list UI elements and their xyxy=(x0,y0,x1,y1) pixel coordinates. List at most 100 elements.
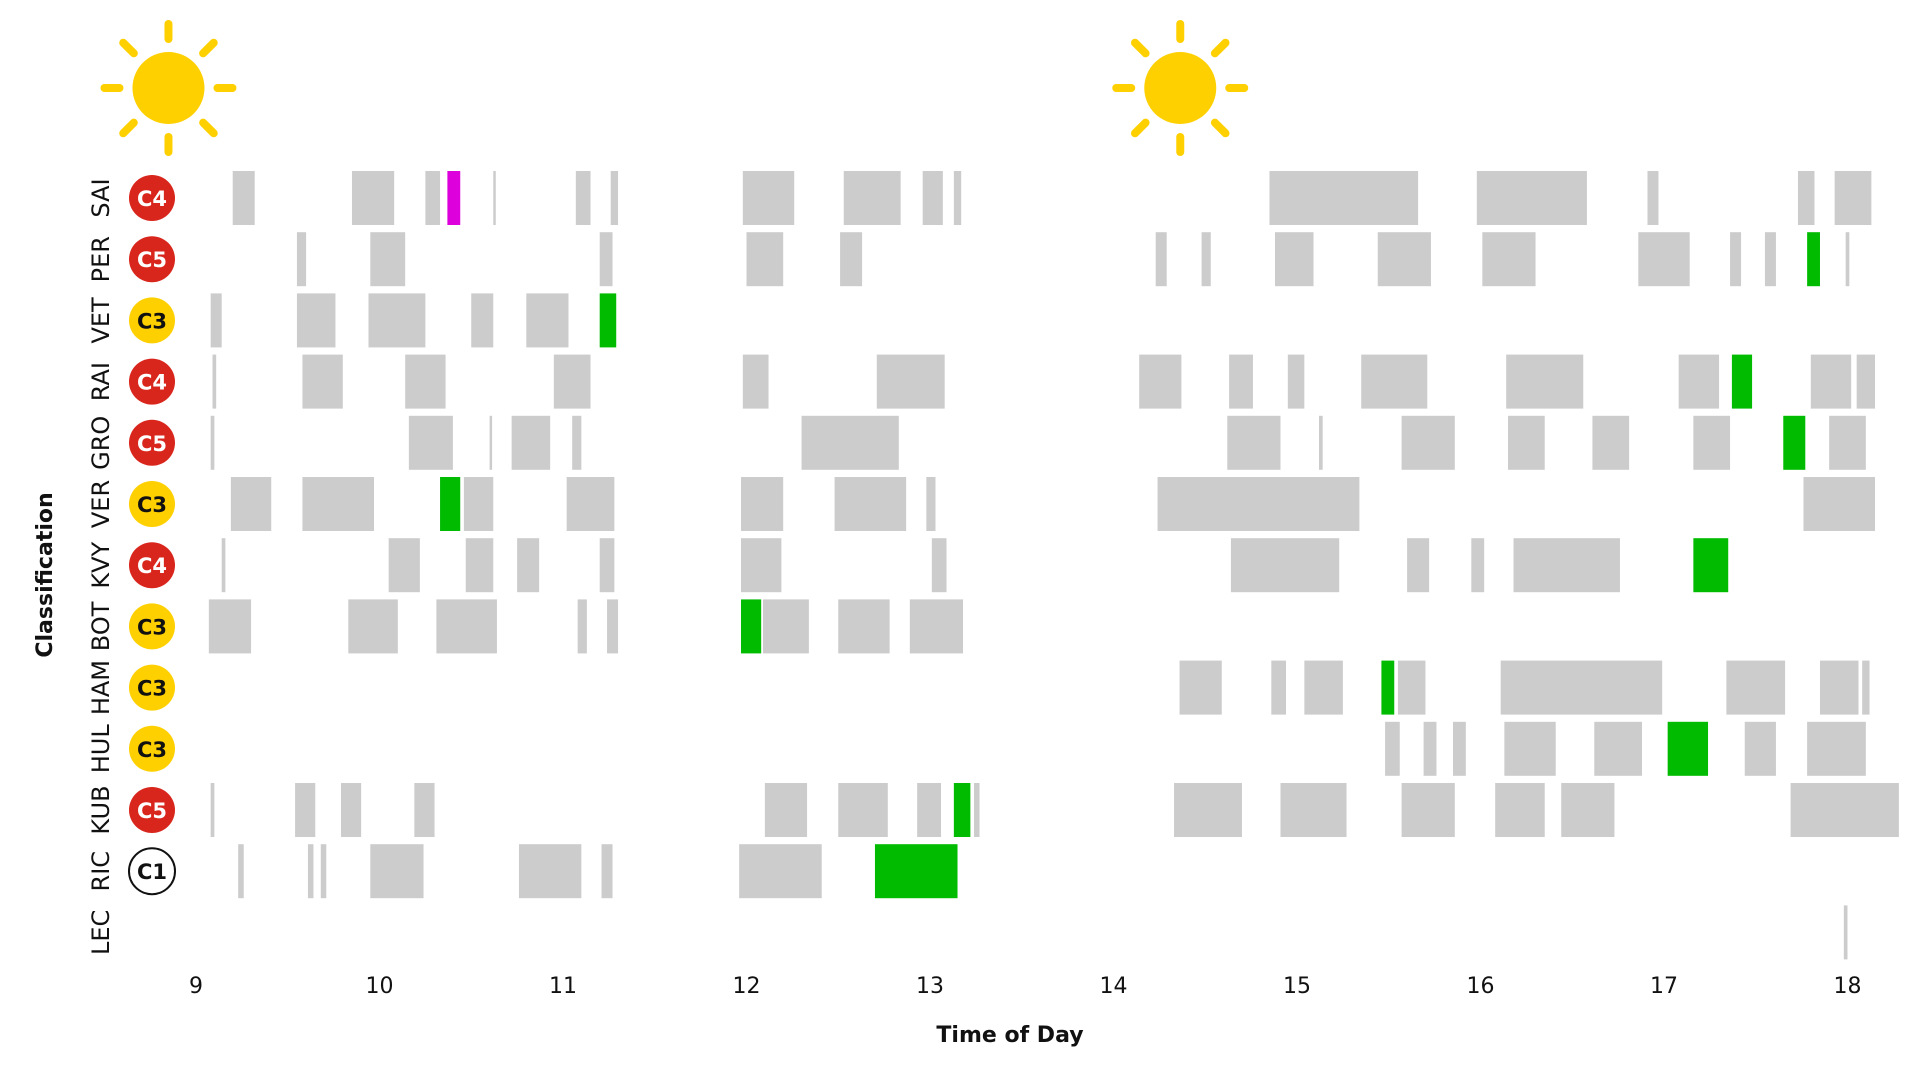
driver-label: RAI xyxy=(87,362,115,401)
run-bar xyxy=(1561,783,1615,837)
run-bar xyxy=(876,354,945,409)
run-bar xyxy=(1280,783,1347,837)
run-bar xyxy=(763,599,809,654)
driver-row-vet: VET C3 xyxy=(87,293,617,348)
x-tick-label: 15 xyxy=(1283,974,1311,999)
run-bar xyxy=(1730,232,1742,287)
run-bar xyxy=(511,415,551,470)
run-bar xyxy=(742,171,795,225)
run-bar xyxy=(801,415,899,470)
run-bar xyxy=(1834,171,1872,225)
run-bar xyxy=(1647,171,1659,225)
compound-badge xyxy=(129,603,175,650)
sun-icon xyxy=(1112,20,1249,156)
run-bar xyxy=(471,293,494,348)
run-bar xyxy=(575,171,591,225)
run-bar xyxy=(1482,232,1536,287)
run-bar xyxy=(348,599,398,654)
run-bar xyxy=(405,354,446,409)
run-bar xyxy=(1807,721,1866,776)
run-bar xyxy=(1678,354,1720,409)
run-bar xyxy=(742,354,769,409)
run-bar xyxy=(1862,660,1870,715)
run-bar xyxy=(926,477,936,531)
x-tick-label: 12 xyxy=(733,974,761,999)
weather-layer xyxy=(100,20,1249,156)
sun-ray xyxy=(199,118,218,138)
run-bar xyxy=(1230,538,1340,593)
compound-label: C4 xyxy=(137,371,167,395)
driver-row-gro: GRO C5 xyxy=(87,416,1866,470)
compound-badge xyxy=(129,236,175,283)
run-bar xyxy=(1157,477,1360,531)
compound-badge xyxy=(129,481,175,527)
run-bar xyxy=(302,477,374,531)
run-bar xyxy=(838,783,888,837)
compound-label: C4 xyxy=(137,187,167,211)
run-bar xyxy=(599,538,615,593)
x-tick-label: 10 xyxy=(366,974,394,999)
driver-label: HAM xyxy=(87,660,115,715)
compound-badge xyxy=(129,358,175,405)
driver-row-bot: BOT C3 xyxy=(87,599,964,654)
run-bar xyxy=(909,599,964,654)
run-bar xyxy=(1139,354,1182,409)
driver-label: VER xyxy=(87,480,115,528)
sun-ray xyxy=(1210,118,1230,138)
run-bar xyxy=(1845,232,1850,287)
run-bar xyxy=(388,538,420,593)
run-bar xyxy=(212,354,217,409)
run-bar xyxy=(370,844,424,899)
run-bar xyxy=(232,171,255,225)
run-bar xyxy=(340,783,362,837)
fastest-run-bar xyxy=(1731,354,1753,409)
run-bar xyxy=(599,232,613,287)
run-bar xyxy=(1227,415,1281,470)
run-bar xyxy=(1594,721,1642,776)
run-bar xyxy=(1397,660,1426,715)
run-bar xyxy=(296,232,307,287)
compound-label: C3 xyxy=(137,738,167,762)
run-bar xyxy=(1829,415,1866,470)
y-axis-title: Classification xyxy=(33,492,58,657)
run-bar xyxy=(351,171,395,225)
fastest-run-bar xyxy=(874,844,958,899)
run-bar xyxy=(517,538,540,593)
compound-label: C5 xyxy=(137,432,167,456)
run-bar xyxy=(1319,415,1323,470)
purple-run-bar xyxy=(447,171,461,225)
run-bar xyxy=(463,477,494,531)
run-bar xyxy=(302,354,343,409)
driver-row-ric: RIC C1 xyxy=(87,844,958,899)
run-bar xyxy=(210,293,222,348)
compound-badge xyxy=(129,175,175,221)
run-bar xyxy=(1201,232,1211,287)
driver-row-ham: HAM C3 xyxy=(87,660,1870,715)
run-bar xyxy=(1274,232,1314,287)
run-bar xyxy=(526,293,569,348)
compound-label: C5 xyxy=(137,799,167,823)
run-bar xyxy=(370,232,406,287)
run-bar xyxy=(1726,660,1786,715)
compound-label: C3 xyxy=(137,677,167,701)
run-bar xyxy=(843,171,901,225)
compound-badge xyxy=(129,664,175,711)
run-bar xyxy=(974,783,980,837)
run-bar xyxy=(208,599,252,654)
compound-label: C1 xyxy=(137,860,167,884)
run-bar xyxy=(1174,783,1242,837)
driver-label: VET xyxy=(87,297,115,344)
run-bar xyxy=(1506,354,1584,409)
driver-row-per: PER C5 xyxy=(87,232,1850,287)
compound-label: C4 xyxy=(137,554,167,578)
sun-ray xyxy=(199,38,218,58)
run-bar xyxy=(414,783,435,837)
driver-row-ver: VER C3 xyxy=(87,477,1876,531)
run-bar xyxy=(1856,354,1876,409)
run-bar xyxy=(553,354,591,409)
compound-badge xyxy=(129,725,175,772)
compound-badge xyxy=(129,787,175,833)
run-bar xyxy=(1693,415,1731,470)
fastest-run-bar xyxy=(953,783,971,837)
run-bar xyxy=(425,171,441,225)
